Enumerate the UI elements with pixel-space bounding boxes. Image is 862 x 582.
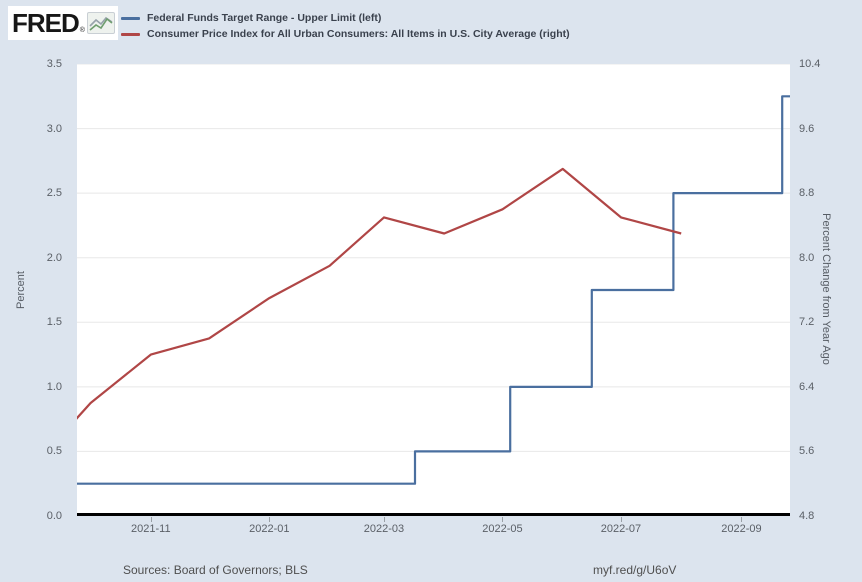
- x-axis-tick-label: 2022-01: [249, 523, 290, 535]
- y-axis-left-tick-label: 3.0: [46, 122, 62, 135]
- fred-logo[interactable]: FRED ®: [8, 6, 118, 40]
- legend-label-cpi: Consumer Price Index for All Urban Consu…: [147, 28, 570, 40]
- cpi-line-swatch: [121, 32, 140, 36]
- y-axis-left-tick-label: 0.0: [46, 510, 62, 522]
- y-axis-left-tick-label: 1.0: [46, 380, 62, 393]
- right-axis-title: Percent Change from Year Ago: [820, 213, 832, 365]
- y-axis-right-tick-label: 8.0: [799, 251, 815, 264]
- legend-item-fed-funds[interactable]: Federal Funds Target Range - Upper Limit…: [121, 10, 570, 26]
- legend-item-cpi[interactable]: Consumer Price Index for All Urban Consu…: [121, 26, 570, 42]
- y-axis-left-tick-label: 2.5: [46, 187, 62, 200]
- x-axis-tick-mark: [741, 517, 743, 522]
- y-axis-right-tick-label: 7.2: [799, 316, 815, 329]
- y-axis-right-tick-label: 9.6: [799, 122, 815, 135]
- fed-funds-series-line[interactable]: [77, 95, 790, 485]
- y-axis-left-tick-label: 2.0: [46, 251, 62, 264]
- left-axis-title: Percent: [15, 271, 27, 309]
- x-axis-tick-label: 2022-03: [363, 523, 405, 535]
- y-axis-right-tick-label: 6.4: [799, 380, 815, 393]
- x-axis-tick-mark: [620, 517, 622, 522]
- x-axis-tick-label: 2021-11: [131, 523, 171, 535]
- y-axis-right-tick-label: 4.8: [799, 510, 815, 522]
- y-axis-right-tick-label: 10.4: [799, 58, 821, 70]
- chart-legend: Federal Funds Target Range - Upper Limit…: [121, 10, 570, 42]
- y-axis-left-tick-label: 3.5: [46, 58, 62, 70]
- fred-logo-text: FRED: [12, 8, 80, 38]
- sources-text: Sources: Board of Governors; BLS: [123, 563, 308, 577]
- y-axis-left-tick-label: 1.5: [46, 316, 62, 329]
- x-axis-tick-label: 2022-09: [721, 523, 762, 535]
- y-axis-right-tick-label: 5.6: [799, 445, 815, 458]
- x-axis-tick-label: 2022-05: [482, 523, 523, 535]
- y-axis-left-tick-label: 0.5: [46, 445, 62, 458]
- x-axis-tick-mark: [502, 517, 504, 522]
- cpi-series-line[interactable]: [77, 167, 682, 468]
- x-axis-tick-mark: [383, 517, 385, 522]
- fred-sparkline-icon: [86, 12, 115, 34]
- fed-funds-line-swatch: [121, 16, 140, 20]
- legend-label-fed-funds: Federal Funds Target Range - Upper Limit…: [147, 12, 382, 24]
- x-axis-tick-mark: [269, 517, 271, 522]
- y-axis-right-tick-label: 8.8: [799, 187, 815, 200]
- short-url-link[interactable]: myf.red/g/U6oV: [593, 563, 677, 577]
- registered-mark: ®: [79, 27, 85, 34]
- chart-area: Percent Percent Change from Year Ago 0.0…: [15, 58, 832, 535]
- x-axis-tick-mark: [150, 517, 152, 522]
- x-axis-tick-label: 2022-07: [600, 523, 642, 535]
- chart-plot[interactable]: [77, 64, 790, 516]
